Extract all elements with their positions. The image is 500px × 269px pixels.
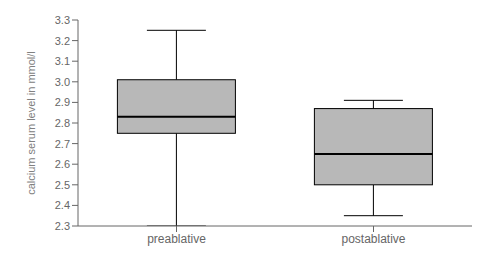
svg-text:3.3: 3.3 [55, 14, 70, 26]
svg-text:2.4: 2.4 [55, 199, 70, 211]
svg-text:2.9: 2.9 [55, 96, 70, 108]
svg-text:2.7: 2.7 [55, 138, 70, 150]
svg-text:2.8: 2.8 [55, 117, 70, 129]
svg-text:2.5: 2.5 [55, 179, 70, 191]
svg-text:preablative: preablative [147, 232, 206, 246]
svg-text:3.2: 3.2 [55, 35, 70, 47]
svg-text:2.6: 2.6 [55, 158, 70, 170]
svg-text:2.3: 2.3 [55, 220, 70, 232]
svg-text:postablative: postablative [341, 232, 405, 246]
svg-text:calcium serum level in mmol/l: calcium serum level in mmol/l [25, 51, 37, 195]
svg-text:3.0: 3.0 [55, 76, 70, 88]
svg-text:3.1: 3.1 [55, 55, 70, 67]
